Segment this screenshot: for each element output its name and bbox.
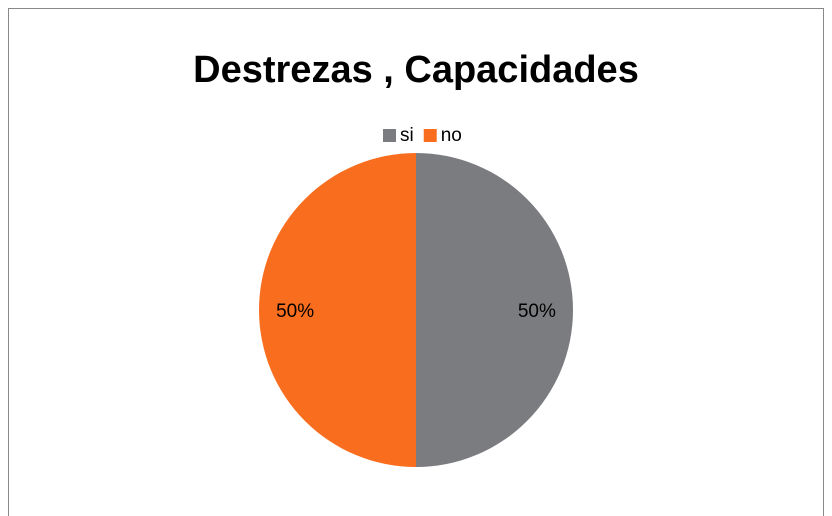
legend-swatch: [383, 129, 396, 142]
legend-swatch: [423, 129, 437, 142]
pie-slice: [259, 153, 416, 467]
legend-label: no: [441, 125, 462, 146]
pie-slice: [416, 153, 573, 467]
legend-label: si: [400, 125, 414, 146]
data-label: 50%: [518, 301, 556, 322]
chart-title: Destrezas , Capacidades: [193, 49, 639, 91]
data-label: 50%: [276, 301, 314, 322]
